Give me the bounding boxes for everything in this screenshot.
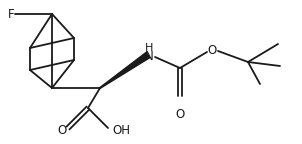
Text: F: F: [8, 7, 14, 20]
Text: OH: OH: [112, 124, 130, 137]
Text: O: O: [175, 108, 185, 121]
Text: N: N: [145, 51, 153, 64]
Polygon shape: [100, 52, 150, 88]
Text: H: H: [145, 43, 153, 53]
Text: O: O: [57, 124, 67, 137]
Text: O: O: [207, 43, 217, 56]
